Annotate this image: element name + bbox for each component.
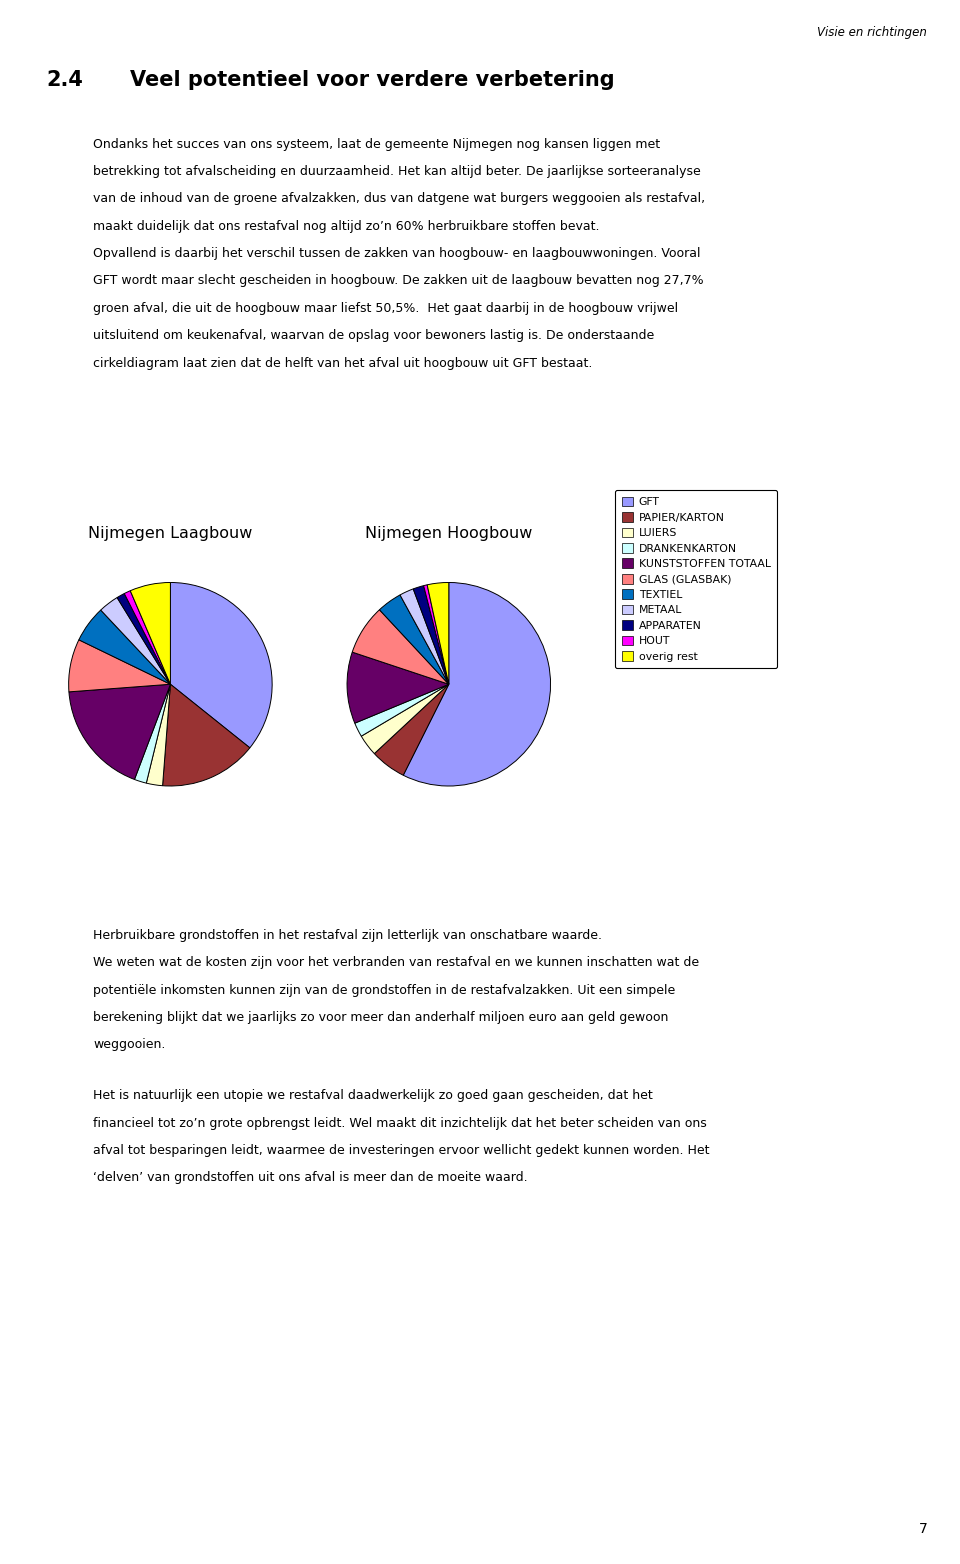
Title: Nijmegen Laagbouw: Nijmegen Laagbouw (88, 526, 252, 541)
Wedge shape (79, 610, 171, 685)
Text: van de inhoud van de groene afvalzakken, dus van datgene wat burgers weggooien a: van de inhoud van de groene afvalzakken,… (93, 192, 706, 205)
Text: Veel potentieel voor verdere verbetering: Veel potentieel voor verdere verbetering (130, 70, 614, 91)
Wedge shape (117, 593, 171, 685)
Wedge shape (379, 594, 449, 685)
Text: Opvallend is daarbij het verschil tussen de zakken van hoogbouw- en laagbouwwoni: Opvallend is daarbij het verschil tussen… (93, 247, 701, 260)
Text: maakt duidelijk dat ons restafval nog altijd zo’n 60% herbruikbare stoffen bevat: maakt duidelijk dat ons restafval nog al… (93, 219, 600, 233)
Wedge shape (131, 582, 171, 685)
Text: berekening blijkt dat we jaarlijks zo voor meer dan anderhalf miljoen euro aan g: berekening blijkt dat we jaarlijks zo vo… (93, 1010, 668, 1024)
Text: groen afval, die uit de hoogbouw maar liefst 50,5%.  Het gaat daarbij in de hoog: groen afval, die uit de hoogbouw maar li… (93, 302, 679, 314)
Wedge shape (361, 685, 449, 754)
Wedge shape (348, 652, 449, 723)
Text: 2.4: 2.4 (46, 70, 83, 91)
Legend: GFT, PAPIER/KARTON, LUIERS, DRANKENKARTON, KUNSTSTOFFEN TOTAAL, GLAS (GLASBAK), : GFT, PAPIER/KARTON, LUIERS, DRANKENKARTO… (615, 490, 778, 668)
Wedge shape (134, 685, 171, 784)
Text: GFT wordt maar slecht gescheiden in hoogbouw. De zakken uit de laagbouw bevatten: GFT wordt maar slecht gescheiden in hoog… (93, 274, 704, 288)
Text: weggooien.: weggooien. (93, 1038, 165, 1051)
Text: Het is natuurlijk een utopie we restafval daadwerkelijk zo goed gaan gescheiden,: Het is natuurlijk een utopie we restafva… (93, 1089, 653, 1103)
Text: uitsluitend om keukenafval, waarvan de opslag voor bewoners lastig is. De onders: uitsluitend om keukenafval, waarvan de o… (93, 328, 655, 343)
Text: cirkeldiagram laat zien dat de helft van het afval uit hoogbouw uit GFT bestaat.: cirkeldiagram laat zien dat de helft van… (93, 357, 592, 369)
Text: Visie en richtingen: Visie en richtingen (818, 25, 927, 39)
Wedge shape (427, 582, 449, 685)
Wedge shape (374, 685, 449, 776)
Wedge shape (403, 582, 550, 787)
Wedge shape (400, 590, 449, 685)
Wedge shape (352, 610, 449, 685)
Text: ‘delven’ van grondstoffen uit ons afval is meer dan de moeite waard.: ‘delven’ van grondstoffen uit ons afval … (93, 1171, 528, 1184)
Wedge shape (69, 685, 171, 779)
Wedge shape (413, 585, 449, 685)
Title: Nijmegen Hoogbouw: Nijmegen Hoogbouw (365, 526, 533, 541)
Text: Herbruikbare grondstoffen in het restafval zijn letterlijk van onschatbare waard: Herbruikbare grondstoffen in het restafv… (93, 929, 602, 942)
Text: Ondanks het succes van ons systeem, laat de gemeente Nijmegen nog kansen liggen : Ondanks het succes van ons systeem, laat… (93, 138, 660, 150)
Wedge shape (423, 585, 449, 685)
Wedge shape (124, 591, 171, 685)
Wedge shape (146, 685, 171, 785)
Wedge shape (170, 582, 272, 748)
Text: 7: 7 (919, 1522, 927, 1536)
Text: afval tot besparingen leidt, waarmee de investeringen ervoor wellicht gedekt kun: afval tot besparingen leidt, waarmee de … (93, 1143, 709, 1157)
Text: betrekking tot afvalscheiding en duurzaamheid. Het kan altijd beter. De jaarlijk: betrekking tot afvalscheiding en duurzaa… (93, 164, 701, 178)
Text: financieel tot zo’n grote opbrengst leidt. Wel maakt dit inzichtelijk dat het be: financieel tot zo’n grote opbrengst leid… (93, 1117, 707, 1129)
Wedge shape (101, 597, 171, 685)
Wedge shape (355, 685, 449, 737)
Text: potentiële inkomsten kunnen zijn van de grondstoffen in de restafvalzakken. Uit : potentiële inkomsten kunnen zijn van de … (93, 984, 676, 996)
Text: We weten wat de kosten zijn voor het verbranden van restafval en we kunnen insch: We weten wat de kosten zijn voor het ver… (93, 956, 699, 970)
Wedge shape (162, 685, 250, 787)
Wedge shape (69, 640, 171, 691)
